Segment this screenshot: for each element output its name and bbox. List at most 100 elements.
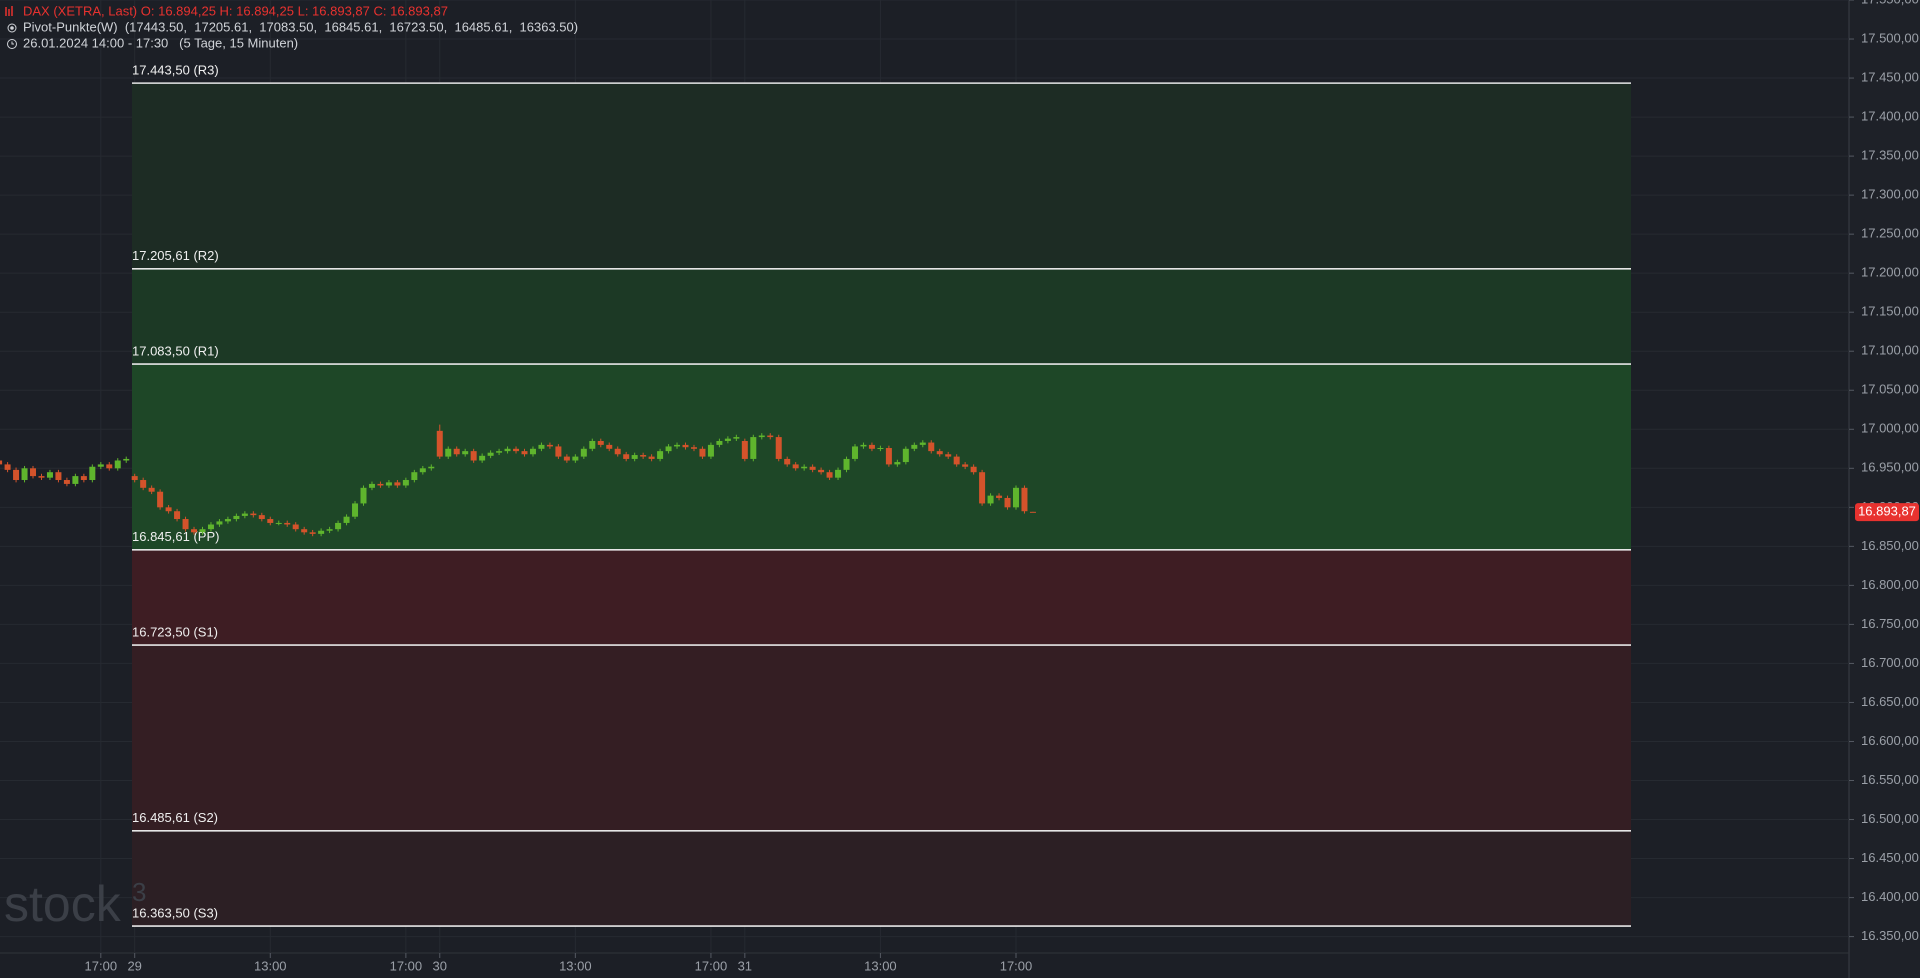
candle-body	[631, 455, 638, 459]
y-tick-label: 17.500,00	[1861, 30, 1919, 45]
candle-body	[860, 444, 867, 447]
candle-body	[555, 446, 562, 457]
pivot-zones: 17.443,50 (R3) 17.205,61 (R2) 17.083,50 (R…	[132, 63, 1631, 927]
candle-body	[46, 472, 53, 478]
candle-body	[97, 464, 104, 467]
candle-body	[682, 444, 689, 448]
candle-body	[826, 472, 833, 478]
y-tick-label: 16.700,00	[1861, 655, 1919, 670]
candle-body	[55, 472, 62, 481]
candle-body	[801, 466, 808, 469]
candle-body	[1004, 497, 1011, 508]
candle-body	[606, 444, 613, 449]
candle-body	[504, 448, 511, 452]
y-tick-label: 17.000,00	[1861, 421, 1919, 436]
pivot-zone	[132, 645, 1631, 831]
candle-body	[784, 458, 791, 465]
candle-body	[301, 529, 308, 533]
candle-body	[402, 480, 409, 486]
candle-body	[1021, 487, 1028, 512]
candle-body	[979, 472, 986, 504]
header: DAX (XETRA, Last) O: 16.894,25 H: 16.894…	[5, 3, 578, 50]
candle-body	[445, 448, 452, 457]
y-tick-label: 16.850,00	[1861, 538, 1919, 553]
candle-body	[911, 444, 918, 449]
candle-body	[428, 466, 435, 469]
x-tick-label: 17:00	[85, 958, 118, 973]
watermark-sup: 3	[132, 877, 146, 907]
y-tick-label: 16.750,00	[1861, 616, 1919, 631]
candle-body	[657, 451, 664, 459]
symbol-info: DAX (XETRA, Last) O: 16.894,25 H: 16.894…	[23, 3, 448, 18]
candle-body	[750, 437, 757, 459]
candle-body	[835, 469, 842, 478]
candle-body	[707, 444, 714, 457]
candle-body	[868, 444, 875, 449]
y-tick-label: 17.050,00	[1861, 382, 1919, 397]
candle-body	[140, 480, 147, 488]
candle-body	[479, 455, 486, 461]
candle-body	[114, 460, 121, 469]
candle-body	[716, 440, 723, 445]
price-axis-panel	[1849, 0, 1920, 978]
y-tick-label: 17.100,00	[1861, 343, 1919, 358]
candle-body	[191, 529, 198, 533]
pivot-label: 16.485,61 (S2)	[132, 810, 218, 825]
candle-body	[546, 444, 553, 447]
candle-body	[674, 444, 681, 447]
candle-body	[275, 522, 282, 524]
candle-body	[987, 495, 994, 504]
candle-body	[148, 487, 155, 492]
candle-body	[538, 444, 545, 449]
y-tick-label: 16.500,00	[1861, 811, 1919, 826]
candle-body	[174, 511, 181, 520]
candle-body	[38, 476, 45, 478]
candle-body	[928, 442, 935, 452]
candle-body	[496, 451, 503, 453]
candle-body	[1012, 487, 1019, 508]
candle-body	[216, 521, 223, 525]
candle-body	[284, 522, 291, 525]
candle-body	[962, 464, 969, 467]
candle-body	[589, 440, 596, 449]
candle-body	[360, 487, 367, 504]
candle-body	[411, 472, 418, 481]
candle-body	[80, 476, 87, 481]
candle-body	[368, 483, 375, 488]
pivot-label: 16.723,50 (S1)	[132, 625, 218, 640]
candle-body	[182, 519, 189, 530]
range-info: 26.01.2024 14:00 - 17:30 (5 Tage, 15 Min…	[23, 35, 298, 50]
candle-body	[21, 468, 28, 481]
pivot-label: 17.083,50 (R1)	[132, 344, 219, 359]
candle-body	[250, 513, 257, 516]
candle-body	[352, 503, 359, 517]
candle-body	[394, 482, 401, 486]
candle-body	[597, 440, 604, 445]
candle-body	[233, 515, 240, 520]
candle-body	[462, 451, 469, 455]
candle-body	[513, 448, 520, 452]
candle-body	[487, 452, 494, 456]
pivot-zone	[132, 549, 1631, 646]
candle-body	[767, 435, 774, 438]
y-tick-label: 17.350,00	[1861, 148, 1919, 163]
candle-body	[809, 466, 816, 470]
y-tick-label: 17.450,00	[1861, 69, 1919, 84]
x-tick-label: 31	[738, 958, 752, 973]
current-price-tag	[1855, 503, 1919, 522]
candle-body	[690, 447, 697, 449]
pivot-zone	[132, 364, 1631, 550]
y-tick-label: 17.200,00	[1861, 265, 1919, 280]
candle-body	[4, 464, 11, 470]
candle-body	[106, 464, 113, 469]
candle-body	[902, 448, 909, 463]
candle-body	[648, 456, 655, 459]
candle-body	[996, 495, 1003, 498]
x-tick-label: 17:00	[695, 958, 728, 973]
y-tick-label: 17.400,00	[1861, 109, 1919, 124]
candle-body	[207, 524, 214, 530]
candle-body	[970, 466, 977, 473]
candle-body	[326, 529, 333, 531]
candle-body	[0, 460, 3, 465]
